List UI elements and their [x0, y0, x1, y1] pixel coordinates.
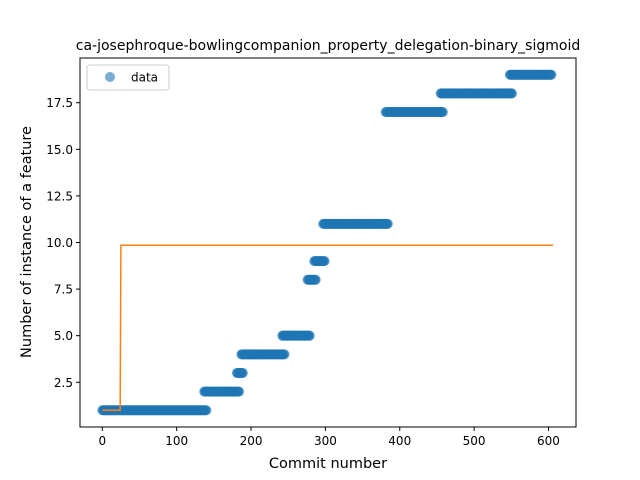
data-point — [546, 70, 556, 80]
y-tick-label: 7.5 — [54, 283, 73, 297]
y-tick-label: 5.0 — [54, 329, 73, 343]
x-tick-label: 400 — [388, 434, 411, 448]
data-point — [383, 219, 393, 229]
y-tick-label: 2.5 — [54, 376, 73, 390]
data-point — [320, 256, 330, 266]
legend-marker-data — [105, 72, 115, 82]
x-tick-label: 100 — [165, 434, 188, 448]
data-point — [238, 368, 248, 378]
data-point — [305, 331, 315, 341]
y-tick-label: 17.5 — [46, 96, 73, 110]
x-tick-label: 600 — [537, 434, 560, 448]
data-point — [438, 107, 448, 117]
legend: data — [87, 65, 169, 90]
y-tick-label: 12.5 — [46, 189, 73, 203]
data-point — [311, 275, 321, 285]
x-tick-label: 200 — [240, 434, 263, 448]
data-point — [280, 349, 290, 359]
y-tick-label: 15.0 — [46, 143, 73, 157]
x-tick-label: 0 — [98, 434, 106, 448]
chart-title: ca-josephroque-bowlingcompanion_property… — [76, 38, 581, 54]
y-tick-label: 10.0 — [46, 236, 73, 250]
data-point — [234, 387, 244, 397]
x-axis-label: Commit number — [269, 456, 387, 472]
x-tick-label: 300 — [314, 434, 337, 448]
y-axis-label: Number of instance of a feature — [19, 126, 35, 358]
data-point — [201, 405, 211, 415]
x-tick-label: 500 — [463, 434, 486, 448]
data-point — [507, 88, 517, 98]
legend-label-data: data — [131, 71, 158, 85]
